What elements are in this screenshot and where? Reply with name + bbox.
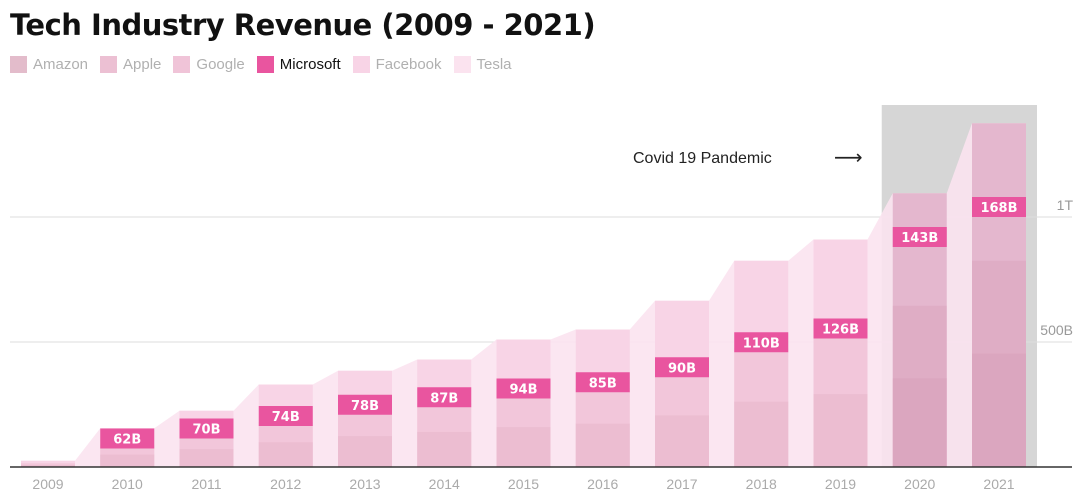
- bar-highlight-tint: [972, 123, 1026, 467]
- microsoft-label-box: [575, 372, 630, 393]
- microsoft-label-2015: 94B: [496, 378, 551, 399]
- microsoft-label-text: 168B: [980, 201, 1017, 216]
- microsoft-label-text: 90B: [668, 361, 696, 376]
- microsoft-label-box: [496, 378, 551, 399]
- covid-annotation-arrow: ⟶: [834, 145, 863, 169]
- x-tick-label: 2019: [825, 476, 856, 492]
- bar-2016: [575, 329, 630, 467]
- legend-swatch: [352, 56, 370, 73]
- bar-amazon: [258, 442, 313, 467]
- legend-swatch: [173, 56, 191, 73]
- microsoft-label-text: 87B: [430, 391, 458, 406]
- x-tick-label: 2012: [270, 476, 301, 492]
- y-tick-label: 500B: [1040, 322, 1073, 338]
- bar-2018: [734, 260, 789, 467]
- covid-annotation-text: Covid 19 Pandemic: [633, 150, 772, 167]
- microsoft-label-box: [179, 418, 234, 439]
- microsoft-label-box: [258, 406, 313, 426]
- legend-swatch: [453, 56, 471, 73]
- bar-2014: [417, 359, 472, 467]
- microsoft-label-box: [734, 332, 789, 353]
- microsoft-label-2021: 168B: [972, 197, 1026, 217]
- x-tick-label: 2011: [191, 476, 221, 492]
- microsoft-label-2014: 87B: [417, 387, 472, 408]
- legend-item-microsoft[interactable]: Microsoft: [256, 56, 341, 73]
- legend-label: Apple: [123, 56, 162, 73]
- bar-amazon: [21, 464, 75, 467]
- microsoft-label-box: [972, 197, 1026, 217]
- bar-amazon: [892, 378, 947, 467]
- bar-2019: [813, 239, 868, 467]
- legend-item-google[interactable]: Google: [173, 56, 245, 73]
- legend-swatch: [10, 56, 27, 73]
- microsoft-label-2013: 78B: [338, 394, 392, 415]
- microsoft-label-2020: 143B: [892, 227, 947, 247]
- x-tick-label: 2010: [112, 476, 143, 492]
- bar-2017: [655, 300, 709, 467]
- legend-label: Microsoft: [279, 56, 341, 73]
- bar-2013: [338, 370, 392, 467]
- microsoft-label-text: 74B: [272, 410, 300, 425]
- x-tick-label: 2021: [983, 476, 1014, 492]
- x-tick-label: 2020: [904, 476, 935, 492]
- x-tick-label: 2014: [429, 476, 460, 492]
- x-tick-label: 2017: [666, 476, 697, 492]
- legend-item-facebook[interactable]: Facebook: [352, 56, 442, 73]
- legend-label: Google: [196, 56, 245, 73]
- microsoft-label-2016: 85B: [575, 372, 630, 393]
- x-tick-label: 2009: [32, 476, 63, 492]
- bar-amazon: [417, 431, 472, 467]
- legend-label: Tesla: [476, 56, 512, 73]
- legend-item-apple[interactable]: Apple: [100, 56, 161, 73]
- microsoft-label-2011: 70B: [179, 418, 234, 439]
- microsoft-label-2012: 74B: [258, 406, 313, 426]
- microsoft-label-text: 78B: [351, 399, 379, 414]
- microsoft-label-text: 85B: [589, 376, 617, 391]
- legend-swatch: [256, 56, 274, 73]
- bar-amazon: [655, 415, 709, 467]
- bar-amazon: [179, 449, 234, 467]
- x-tick-label: 2016: [587, 476, 618, 492]
- bar-amazon: [734, 401, 789, 467]
- bar-2021: [972, 123, 1026, 467]
- microsoft-label-box: [813, 318, 868, 339]
- bar-amazon: [575, 423, 630, 467]
- microsoft-label-text: 62B: [113, 433, 141, 448]
- legend-swatch: [100, 56, 118, 73]
- microsoft-label-2019: 126B: [813, 318, 868, 339]
- x-tick-label: 2015: [508, 476, 539, 492]
- microsoft-label-box: [655, 357, 709, 378]
- microsoft-label-text: 126B: [822, 323, 859, 338]
- x-tick-label: 2018: [746, 476, 777, 492]
- microsoft-label-text: 110B: [743, 336, 780, 351]
- bar-2009: [21, 460, 75, 467]
- x-tick-label: 2013: [349, 476, 380, 492]
- microsoft-label-text: 143B: [901, 231, 938, 246]
- microsoft-label-text: 70B: [193, 423, 221, 438]
- microsoft-label-box: [100, 428, 155, 449]
- bar-amazon: [496, 427, 551, 467]
- legend-label: Facebook: [375, 56, 442, 73]
- microsoft-label-box: [338, 394, 392, 415]
- microsoft-label-box: [417, 387, 472, 408]
- y-tick-label: 1T: [1057, 197, 1074, 213]
- bar-amazon: [338, 436, 392, 467]
- bar-amazon: [972, 353, 1026, 467]
- microsoft-label-text: 94B: [510, 383, 538, 398]
- bar-amazon: [813, 394, 868, 467]
- microsoft-label-2017: 90B: [655, 357, 709, 378]
- legend-label: Amazon: [33, 56, 89, 73]
- microsoft-label-box: [892, 227, 947, 247]
- legend-item-tesla[interactable]: Tesla: [453, 56, 512, 73]
- legend-item-amazon[interactable]: Amazon: [10, 56, 88, 73]
- microsoft-label-2010: 62B: [100, 428, 155, 449]
- microsoft-label-2018: 110B: [734, 332, 789, 353]
- chart-legend: Amazon Apple Google Microsoft Facebook Tesla: [10, 56, 512, 73]
- bar-amazon: [100, 454, 155, 467]
- chart-title: Tech Industry Revenue (2009 - 2021): [10, 8, 596, 42]
- bar-2015: [496, 339, 551, 467]
